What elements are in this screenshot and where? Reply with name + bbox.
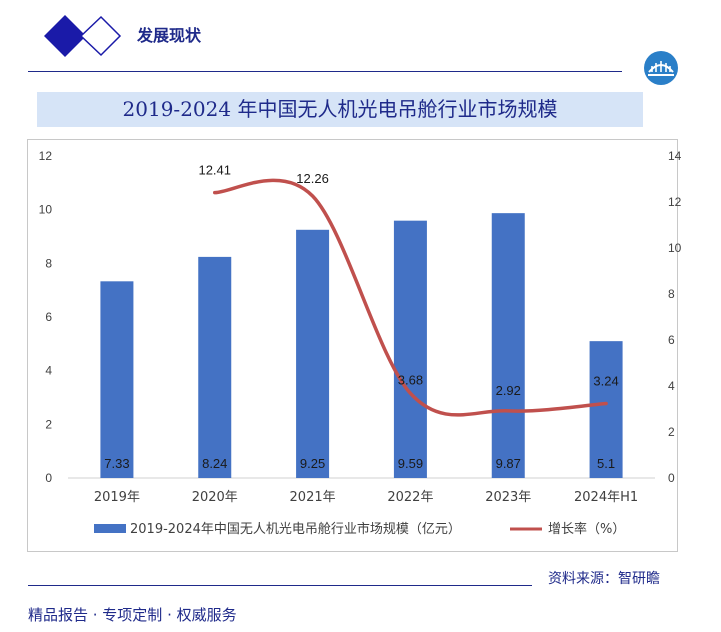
right-axis-tick-label: 8 xyxy=(668,287,675,301)
x-axis-tick-label: 2020年 xyxy=(192,490,238,505)
chart-title: 2019-2024 年中国无人机光电吊舱行业市场规模 xyxy=(37,92,643,127)
x-axis-tick-label: 2019年 xyxy=(94,490,140,505)
logo-diamonds-icon xyxy=(44,15,122,57)
right-axis-tick-label: 10 xyxy=(668,241,682,255)
line-data-label: 12.26 xyxy=(296,171,329,186)
bar xyxy=(296,229,330,478)
right-axis-tick-label: 2 xyxy=(668,425,675,439)
top-divider xyxy=(28,71,622,72)
line-data-label: 12.41 xyxy=(198,163,231,178)
line-data-label: 3.68 xyxy=(398,372,423,387)
bar xyxy=(491,213,525,478)
footer-tagline: 精品报告 · 专项定制 · 权威服务 xyxy=(28,606,237,624)
left-axis-tick-label: 12 xyxy=(39,149,53,163)
line-data-label: 3.24 xyxy=(593,373,618,388)
brand-logo-icon xyxy=(644,51,678,85)
right-axis-tick-label: 14 xyxy=(668,149,682,163)
left-axis-tick-label: 4 xyxy=(45,364,52,378)
right-axis-tick-label: 6 xyxy=(668,333,675,347)
left-axis-tick-label: 2 xyxy=(45,417,52,431)
left-axis-tick-label: 10 xyxy=(39,203,53,217)
bar xyxy=(393,220,427,478)
bar-data-label: 5.1 xyxy=(597,456,615,471)
right-axis-tick-label: 4 xyxy=(668,379,675,393)
legend-bar-label: 2019-2024年中国无人机光电吊舱行业市场规模（亿元） xyxy=(130,521,461,537)
growth-rate-line xyxy=(213,178,608,417)
chart-frame xyxy=(27,139,678,552)
bar xyxy=(198,256,232,478)
line-data-label: 2.92 xyxy=(496,383,521,398)
bar-data-label: 9.25 xyxy=(300,456,325,471)
bar xyxy=(100,281,134,478)
bar-data-label: 9.59 xyxy=(398,456,423,471)
bar-data-label: 8.24 xyxy=(202,456,227,471)
bar xyxy=(589,341,623,478)
bottom-divider xyxy=(28,585,532,586)
right-axis-tick-label: 0 xyxy=(668,471,675,485)
section-title: 发展现状 xyxy=(137,26,202,45)
right-axis-tick-label: 12 xyxy=(668,195,682,209)
x-axis-tick-label: 2021年 xyxy=(290,490,336,505)
left-axis-tick-label: 6 xyxy=(45,310,52,324)
x-axis-tick-label: 2023年 xyxy=(485,490,531,505)
x-axis-tick-label: 2024年H1 xyxy=(574,490,638,505)
x-axis-tick-label: 2022年 xyxy=(387,490,433,505)
legend-line-label: 增长率（%） xyxy=(548,521,625,537)
left-axis-tick-label: 8 xyxy=(45,256,52,270)
left-axis-tick-label: 0 xyxy=(45,471,52,485)
bar-data-label: 9.87 xyxy=(496,456,521,471)
bar-data-label: 7.33 xyxy=(104,456,129,471)
source-note: 资料来源：智研瞻 xyxy=(548,571,660,587)
legend-bar-swatch xyxy=(94,524,126,533)
